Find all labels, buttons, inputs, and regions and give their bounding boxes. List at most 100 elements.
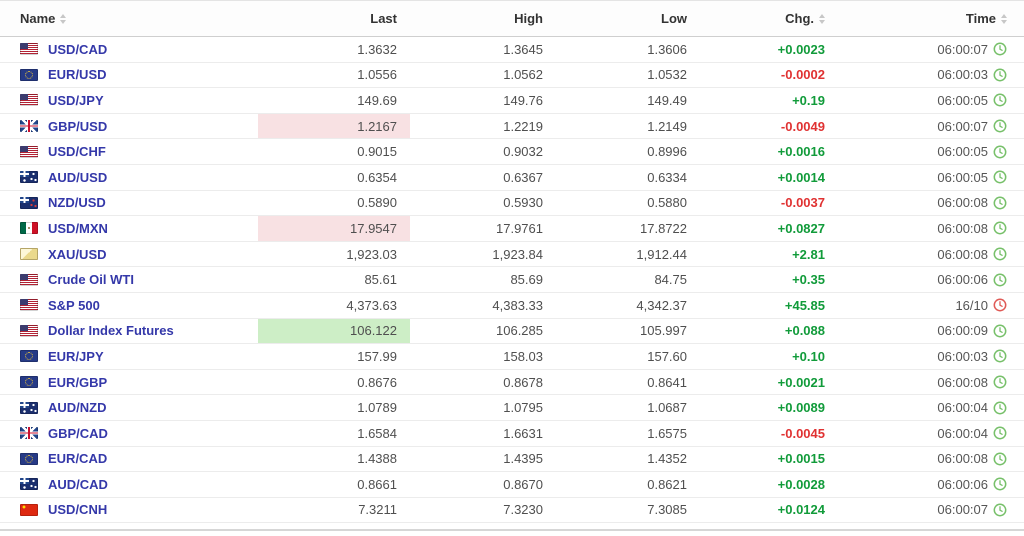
low-cell: 0.8641: [556, 370, 700, 395]
time-value: 06:00:05: [937, 92, 988, 108]
instrument-link[interactable]: GBP/USD: [48, 118, 108, 134]
column-header-last[interactable]: Last: [258, 11, 410, 26]
instrument-link[interactable]: AUD/CAD: [48, 476, 108, 492]
time-cell: 06:00:07: [838, 498, 1024, 523]
high-value: 0.5930: [503, 195, 543, 211]
country-flag-icon: [20, 196, 38, 209]
time-cell: 06:00:03: [838, 344, 1024, 369]
name-cell: EUR/USD: [0, 63, 258, 88]
instrument-link[interactable]: EUR/JPY: [48, 348, 104, 364]
change-value: +0.088: [784, 323, 825, 339]
change-value: +0.35: [792, 272, 825, 288]
instrument-link[interactable]: USD/CHF: [48, 144, 106, 160]
instrument-link[interactable]: EUR/GBP: [48, 374, 108, 390]
instrument-link[interactable]: GBP/CAD: [48, 425, 108, 441]
instrument-link[interactable]: AUD/NZD: [48, 400, 107, 416]
sort-icon[interactable]: [60, 13, 67, 24]
chg-cell: +0.0014: [700, 165, 838, 190]
low-value: 1.3606: [647, 41, 687, 57]
country-flag-icon: [20, 68, 38, 81]
table-row: AUD/USD 0.6354 0.6367 0.6334 +0.0014 06:…: [0, 164, 1024, 191]
change-value: +0.0016: [777, 144, 825, 160]
table-row: GBP/CAD 1.6584 1.6631 1.6575 -0.0045 06:…: [0, 420, 1024, 447]
low-cell: 0.8996: [556, 139, 700, 164]
name-cell: EUR/CAD: [0, 447, 258, 472]
high-value: 0.6367: [503, 169, 543, 185]
instrument-link[interactable]: Dollar Index Futures: [48, 323, 174, 339]
time-value: 06:00:03: [937, 67, 988, 83]
chg-cell: +0.088: [700, 319, 838, 344]
time-cell: 06:00:08: [838, 242, 1024, 267]
name-cell: AUD/USD: [0, 165, 258, 190]
column-header-time[interactable]: Time: [838, 11, 1024, 26]
time-cell: 06:00:05: [838, 165, 1024, 190]
chg-cell: +0.35: [700, 267, 838, 292]
last-value: 1.3632: [357, 41, 397, 57]
last-cell: 1.0556: [258, 63, 410, 88]
bottom-divider: [0, 529, 1024, 532]
low-cell: 0.8621: [556, 472, 700, 497]
last-cell: 1.0789: [258, 395, 410, 420]
table-row: AUD/NZD 1.0789 1.0795 1.0687 +0.0089 06:…: [0, 395, 1024, 421]
country-flag-icon: [20, 401, 38, 414]
instrument-link[interactable]: S&P 500: [48, 297, 100, 313]
low-value: 1,912.44: [636, 246, 687, 262]
instrument-link[interactable]: Crude Oil WTI: [48, 272, 134, 288]
high-cell: 106.285: [410, 319, 556, 344]
instrument-link[interactable]: XAU/USD: [48, 246, 107, 262]
time-cell: 06:00:06: [838, 267, 1024, 292]
low-value: 0.8996: [647, 144, 687, 160]
column-header-low[interactable]: Low: [556, 11, 700, 26]
instrument-link[interactable]: NZD/USD: [48, 195, 106, 211]
last-value: 1.0789: [357, 400, 397, 416]
name-cell: USD/CHF: [0, 139, 258, 164]
column-label: Last: [370, 11, 397, 26]
high-cell: 85.69: [410, 267, 556, 292]
instrument-link[interactable]: AUD/USD: [48, 169, 108, 185]
low-cell: 4,342.37: [556, 293, 700, 318]
chg-cell: -0.0037: [700, 191, 838, 216]
chg-cell: +0.0015: [700, 447, 838, 472]
chg-cell: +0.0124: [700, 498, 838, 523]
name-cell: GBP/CAD: [0, 421, 258, 446]
chg-cell: +0.19: [700, 88, 838, 113]
country-flag-icon: [20, 120, 38, 133]
table-row: EUR/USD 1.0556 1.0562 1.0532 -0.0002 06:…: [0, 62, 1024, 89]
column-header-high[interactable]: High: [410, 11, 556, 26]
high-value: 85.69: [510, 272, 543, 288]
high-value: 0.8678: [503, 374, 543, 390]
last-value: 106.122: [350, 323, 397, 339]
name-cell: USD/JPY: [0, 88, 258, 113]
sort-icon[interactable]: [1001, 13, 1007, 24]
instrument-link[interactable]: EUR/CAD: [48, 451, 108, 467]
column-header-chg[interactable]: Chg.: [700, 11, 838, 26]
instrument-link[interactable]: USD/MXN: [48, 220, 108, 236]
instrument-link[interactable]: EUR/USD: [48, 67, 107, 83]
table-header: Name Last High Low Chg. Time: [0, 1, 1024, 37]
name-cell: GBP/USD: [0, 114, 258, 139]
last-cell: 4,373.63: [258, 293, 410, 318]
low-cell: 0.6334: [556, 165, 700, 190]
instrument-link[interactable]: USD/CAD: [48, 41, 108, 57]
last-cell: 1.3632: [258, 37, 410, 62]
column-label: Chg.: [785, 11, 814, 26]
low-cell: 157.60: [556, 344, 700, 369]
name-cell: USD/CAD: [0, 37, 258, 62]
instrument-link[interactable]: USD/JPY: [48, 92, 104, 108]
column-label: Time: [965, 11, 996, 26]
high-cell: 1.0562: [410, 63, 556, 88]
last-value: 0.9015: [357, 144, 397, 160]
country-flag-icon: [20, 350, 38, 363]
last-value: 1.6584: [357, 425, 397, 441]
time-value: 06:00:07: [937, 502, 988, 518]
last-cell: 1.2167: [258, 113, 410, 139]
change-value: -0.0037: [780, 195, 825, 211]
table-row: USD/CHF 0.9015 0.9032 0.8996 +0.0016 06:…: [0, 139, 1024, 165]
instrument-link[interactable]: USD/CNH: [48, 502, 108, 518]
time-value: 06:00:07: [937, 41, 988, 57]
time-value: 16/10: [955, 297, 988, 313]
time-value: 06:00:04: [937, 400, 988, 416]
column-header-name[interactable]: Name: [0, 11, 258, 26]
sort-icon[interactable]: [819, 13, 825, 24]
